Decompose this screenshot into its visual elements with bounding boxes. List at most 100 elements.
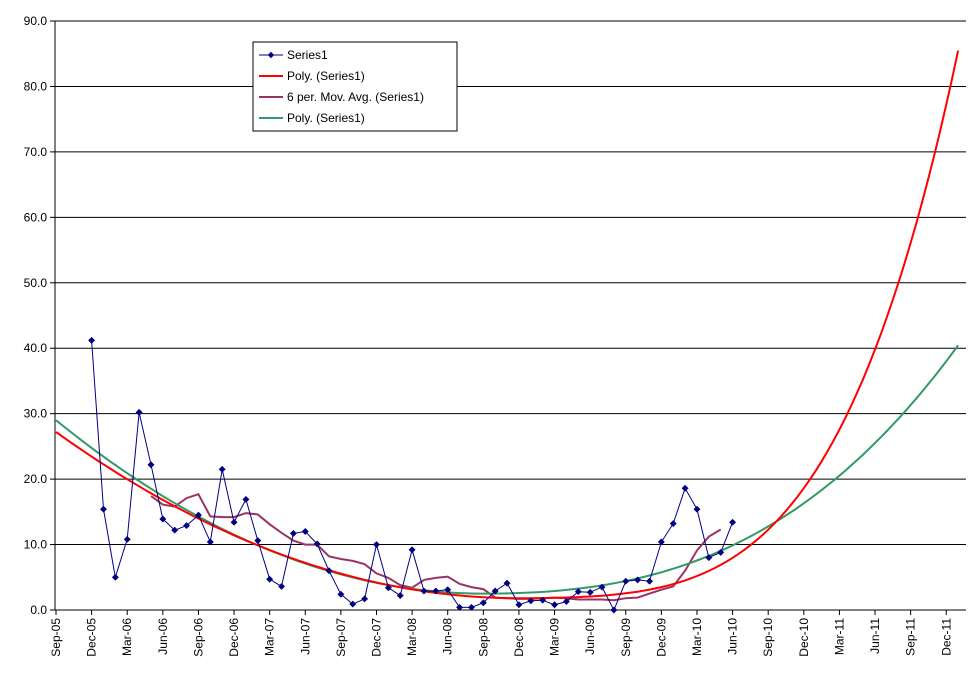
data-point-marker [242, 495, 250, 503]
data-point-marker [693, 505, 701, 513]
y-tick-label: 40.0 [24, 341, 48, 355]
data-point-marker [717, 548, 725, 556]
x-tick-label: Sep-05 [49, 618, 63, 657]
data-point-marker [313, 540, 321, 548]
y-tick-label: 50.0 [24, 276, 48, 290]
data-point-marker [147, 461, 155, 469]
legend-marker [267, 51, 275, 59]
data-point-marker [515, 601, 523, 609]
x-tick-label: Jun-07 [298, 618, 312, 655]
data-point-marker [705, 554, 713, 562]
data-point-marker [289, 529, 297, 537]
data-point-marker [384, 584, 392, 592]
data-point-marker [361, 595, 369, 603]
x-tick-label: Mar-07 [263, 618, 277, 656]
series-line-poly-series1-1 [55, 50, 960, 600]
data-point-marker [645, 577, 654, 585]
x-tick-label: Dec-11 [939, 618, 953, 656]
x-tick-label: Sep-07 [334, 618, 348, 657]
gridlines [55, 20, 966, 546]
data-point-marker [218, 465, 226, 473]
data-point-marker [171, 526, 179, 534]
legend-label: Poly. (Series1) [287, 111, 365, 125]
data-point-marker [206, 538, 214, 546]
x-tick-label: Mar-10 [690, 618, 704, 656]
data-point-marker [491, 587, 499, 595]
data-point-marker [408, 546, 416, 554]
legend-label: Series1 [287, 48, 328, 62]
x-tick-label: Sep-11 [904, 618, 918, 656]
series-line-poly-series1-3 [55, 344, 959, 595]
x-tick-label: Sep-08 [476, 618, 490, 657]
data-point-marker [467, 603, 476, 611]
data-point-marker [574, 588, 582, 596]
series-line-6-per-mov-avg-series1-2 [150, 492, 722, 602]
data-point-marker [657, 538, 665, 546]
data-point-marker [254, 537, 262, 545]
x-tick-label: Dec-09 [654, 618, 668, 657]
data-point-marker [479, 599, 487, 607]
legend: Series1 Poly. (Series1) 6 per. Mov. Avg. (… [252, 41, 458, 132]
y-tick-label: 60.0 [24, 210, 48, 224]
y-tick-label: 30.0 [24, 407, 48, 421]
x-tick-label: Sep-10 [761, 618, 775, 657]
data-point-marker [135, 408, 143, 416]
series-markers [88, 336, 737, 614]
data-point-marker [432, 587, 440, 595]
x-tick-label: Mar-09 [548, 618, 562, 656]
data-point-marker [111, 573, 119, 581]
data-point-marker [610, 606, 618, 614]
data-point-marker [586, 588, 594, 596]
legend-label: 6 per. Mov. Avg. (Series1) [287, 90, 424, 104]
x-tick-label: Dec-10 [797, 618, 811, 657]
data-point-marker [729, 518, 737, 526]
data-point-marker [562, 597, 570, 606]
data-point-marker [337, 590, 345, 598]
data-point-marker [277, 582, 286, 590]
data-point-marker [396, 592, 404, 600]
data-point-marker [550, 601, 559, 609]
data-point-marker [503, 579, 511, 587]
x-tick-labels: Sep-05 Dec-05 Mar-06 Jun-06 Sep-06 Dec-06 Mar-… [49, 618, 953, 657]
y-tick-label: 20.0 [24, 472, 48, 486]
x-tick-label: Mar-11 [832, 618, 846, 655]
x-tick-label: Sep-09 [619, 618, 633, 657]
y-tick-label: 10.0 [24, 538, 48, 552]
x-tick-label: Jun-06 [156, 618, 170, 655]
x-tick-label: Jun-10 [726, 618, 740, 655]
data-point-marker [539, 596, 547, 604]
y-tick-label: 90.0 [24, 14, 48, 28]
data-point-marker [527, 597, 535, 605]
y-tick-label: 70.0 [24, 145, 48, 159]
x-tick-label: Dec-07 [369, 618, 383, 657]
x-tick-label: Jun-09 [583, 618, 597, 655]
series-line-series1-0 [91, 340, 734, 612]
data-point-marker [88, 336, 96, 344]
x-tick-label: Jun-08 [441, 618, 455, 655]
x-tick-label: Dec-08 [512, 618, 526, 657]
x-tick-label: Dec-05 [85, 618, 99, 657]
x-tick-label: Jun-11 [868, 618, 882, 654]
data-point-marker [634, 576, 642, 584]
data-point-marker [598, 583, 606, 591]
x-tick-label: Mar-08 [405, 618, 419, 656]
data-point-marker [669, 520, 677, 528]
x-tick-label: Dec-06 [227, 618, 241, 657]
axes [50, 20, 966, 615]
data-point-marker [325, 567, 333, 575]
y-tick-labels: 0.0 10.0 20.0 30.0 40.0 50.0 60.0 70.0 80.0 90.0 [24, 14, 48, 617]
data-point-marker [372, 541, 381, 549]
data-point-marker [266, 575, 274, 583]
data-point-marker [301, 527, 309, 536]
x-tick-label: Sep-06 [191, 618, 205, 657]
data-point-marker [456, 603, 464, 611]
data-point-marker [123, 535, 131, 543]
y-tick-label: 80.0 [24, 79, 48, 93]
data-point-marker [159, 515, 167, 523]
data-point-marker [420, 587, 428, 595]
data-point-marker [194, 511, 202, 519]
data-point-marker [349, 600, 357, 608]
y-tick-label: 0.0 [30, 603, 47, 617]
